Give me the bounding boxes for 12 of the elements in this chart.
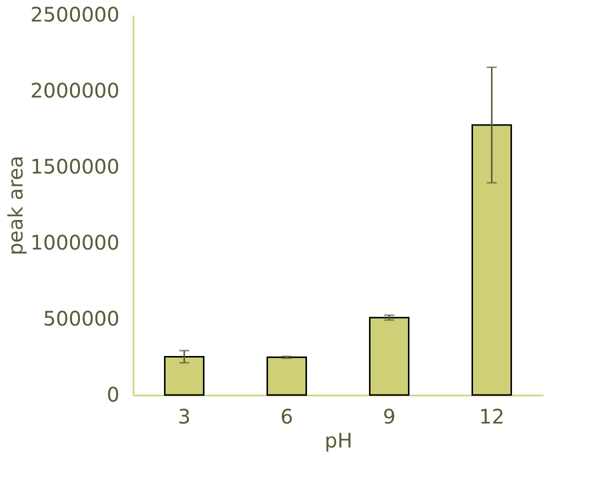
y-tick-label: 1500000 bbox=[30, 154, 120, 178]
x-axis-title: pH bbox=[324, 428, 352, 452]
x-tick-label: 12 bbox=[479, 404, 504, 428]
y-tick-label: 0 bbox=[106, 382, 120, 406]
x-tick-label: 6 bbox=[280, 404, 294, 428]
y-tick-label: 500000 bbox=[43, 306, 120, 330]
x-tick-label: 3 bbox=[178, 404, 191, 428]
y-tick-label: 2000000 bbox=[30, 78, 120, 102]
y-tick-label: 2500000 bbox=[30, 2, 120, 26]
x-tick-label: 9 bbox=[382, 404, 396, 428]
y-tick-label: 1000000 bbox=[30, 230, 120, 254]
y-axis-title: peak area bbox=[3, 156, 28, 256]
